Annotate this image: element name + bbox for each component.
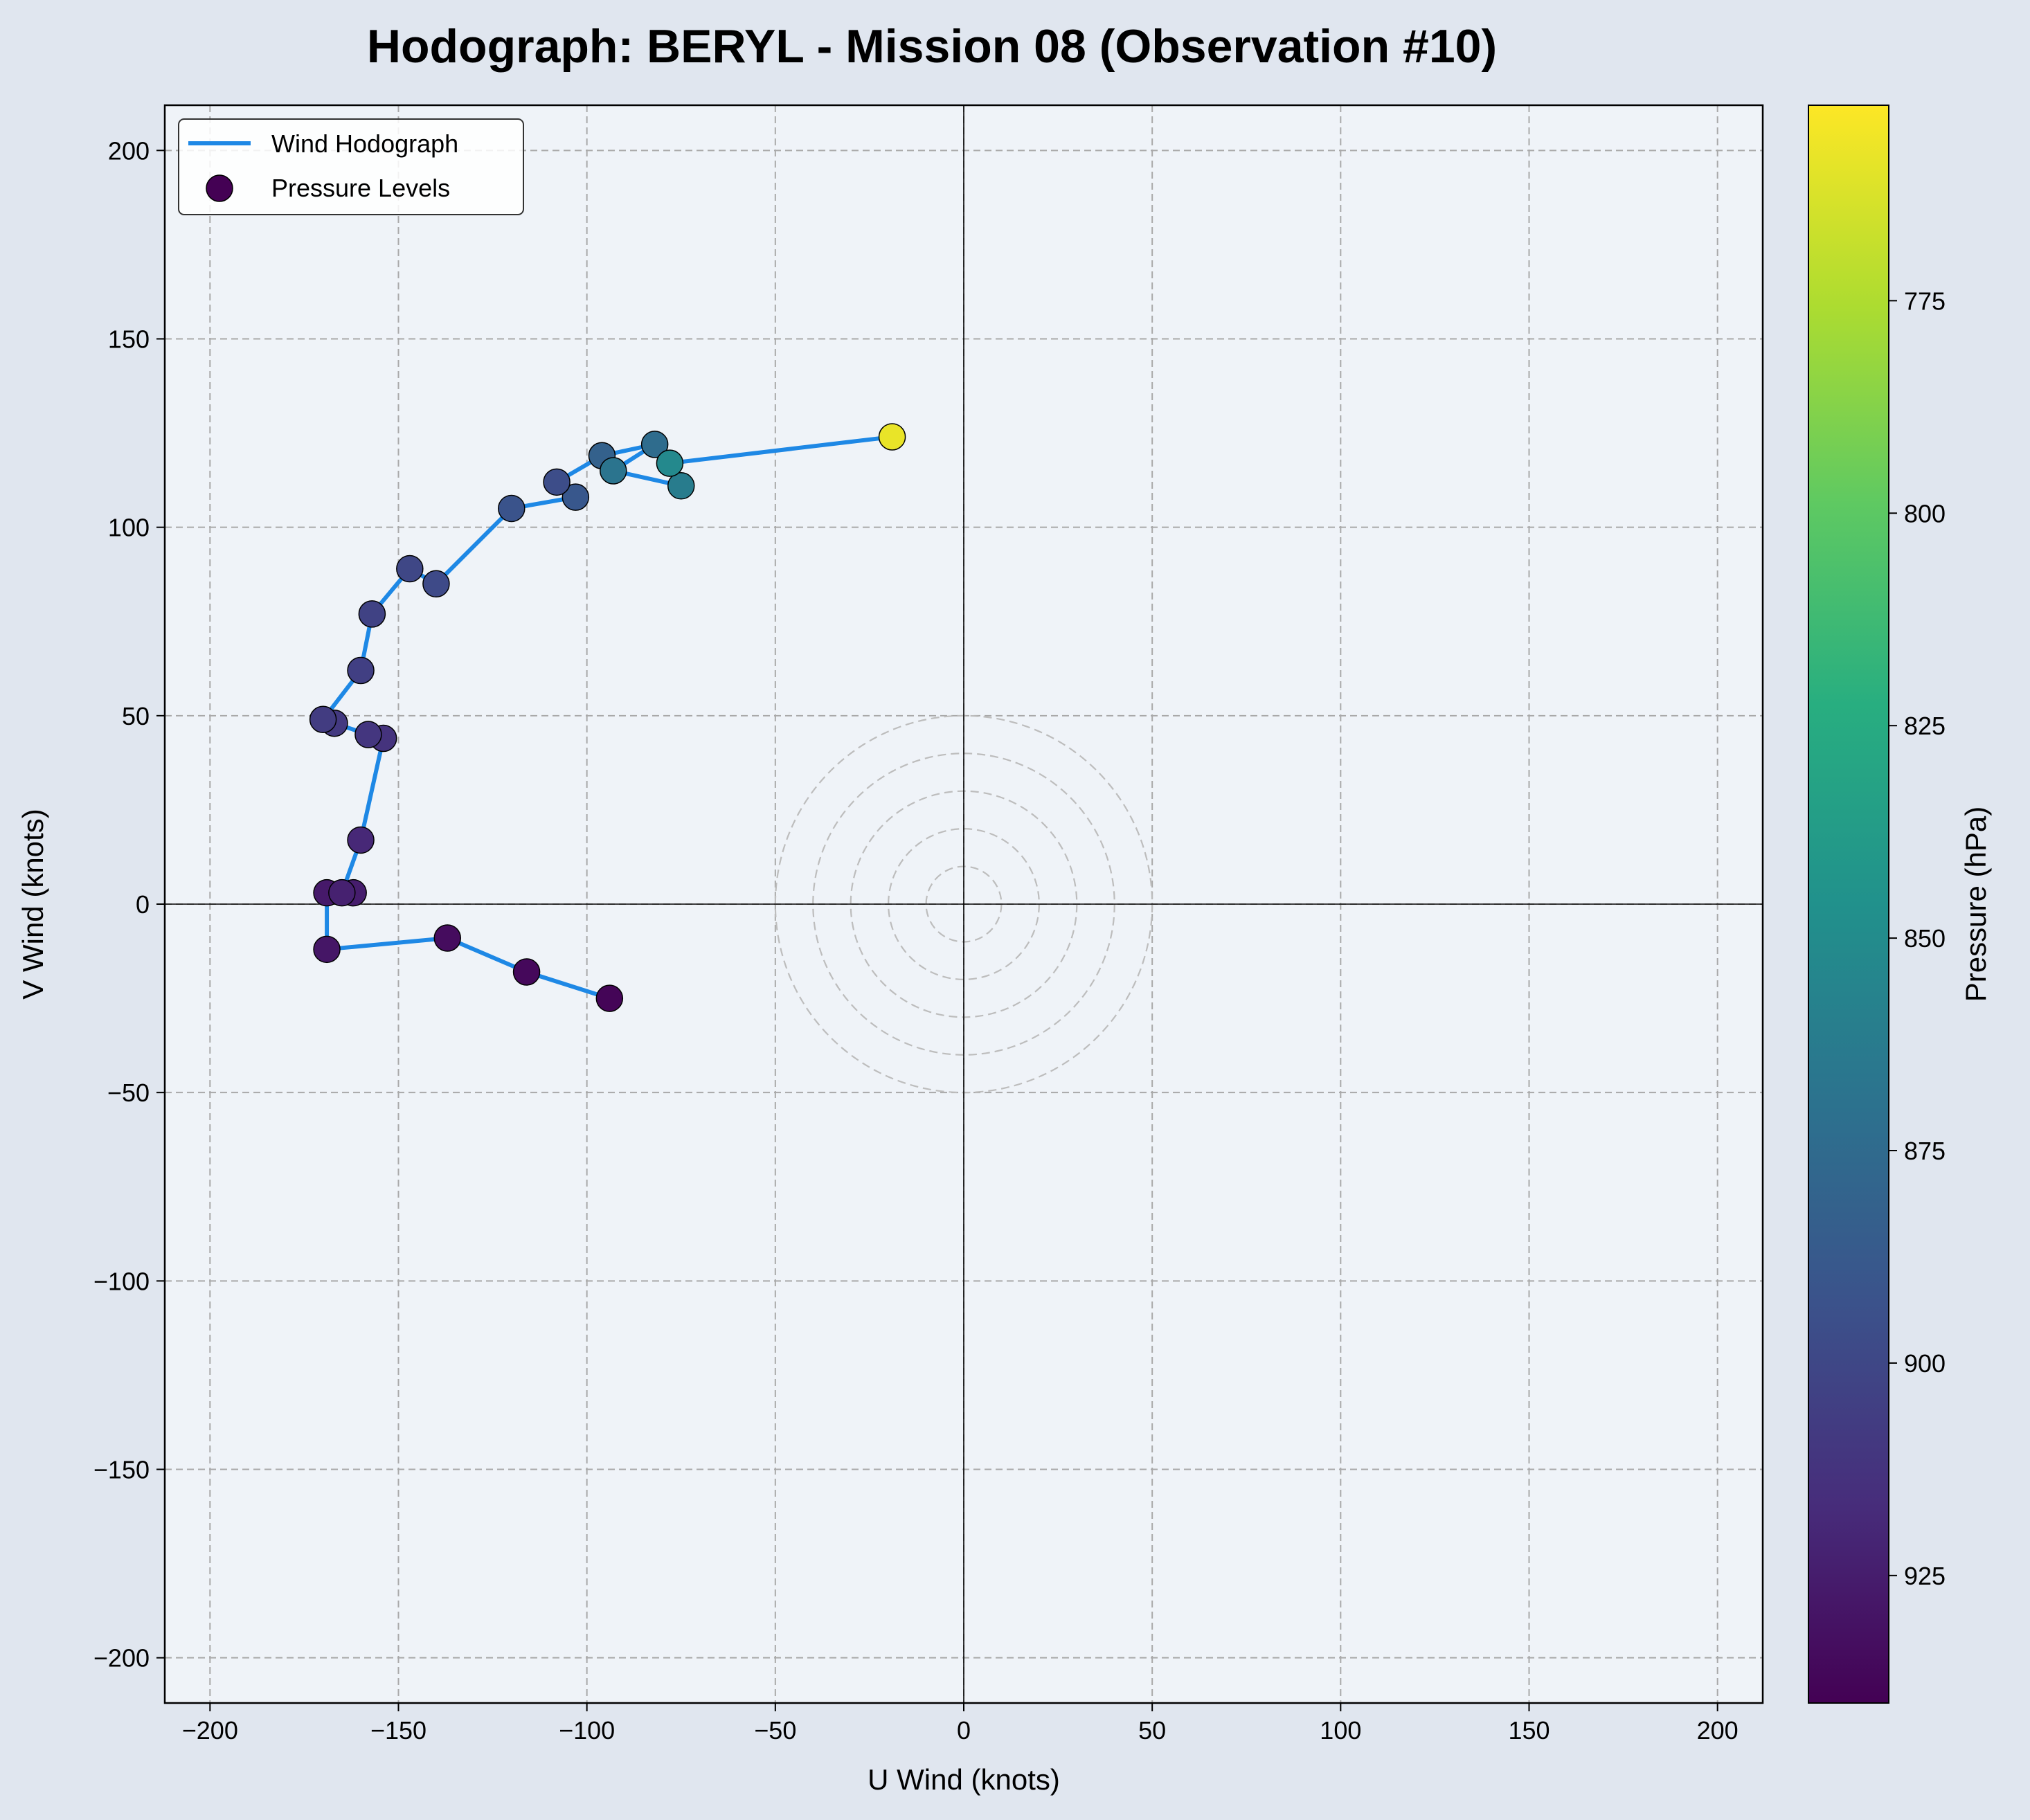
colorbar-tick-label: 775: [1904, 287, 1946, 315]
colorbar-tick-label: 875: [1904, 1137, 1946, 1165]
x-tick-label: −100: [559, 1716, 615, 1745]
x-tick-label: −50: [754, 1716, 796, 1745]
pressure-level-point: [347, 826, 375, 854]
colorbar-tick-label: 850: [1904, 924, 1946, 953]
colorbar-tick-label: 800: [1904, 499, 1946, 528]
chart-title: Hodograph: BERYL - Mission 08 (Observati…: [367, 20, 1497, 73]
x-axis-label: U Wind (knots): [868, 1763, 1060, 1796]
y-tick-label: −100: [93, 1267, 150, 1295]
colorbar-tick-label: 900: [1904, 1349, 1946, 1378]
x-tick-label: 200: [1697, 1716, 1739, 1745]
x-tick-label: 150: [1508, 1716, 1550, 1745]
pressure-level-point: [358, 600, 386, 628]
legend-label-hodograph: Wind Hodograph: [271, 129, 458, 158]
pressure-level-point: [595, 984, 624, 1012]
y-tick-label: −150: [93, 1456, 150, 1484]
pressure-level-point: [347, 656, 375, 685]
legend-marker-swatch: [206, 174, 233, 202]
pressure-level-point: [512, 958, 541, 986]
x-tick-label: −200: [182, 1716, 238, 1745]
y-tick-label: 0: [136, 890, 150, 919]
pressure-level-point: [354, 721, 382, 748]
y-axis-label: V Wind (knots): [17, 809, 49, 999]
colorbar-tick-label: 925: [1904, 1562, 1946, 1590]
pressure-level-point: [562, 483, 590, 511]
legend-label-pressure: Pressure Levels: [271, 174, 450, 202]
pressure-level-point: [328, 879, 356, 907]
pressure-level-point: [396, 555, 424, 583]
pressure-level-point: [433, 924, 462, 952]
x-tick-label: 50: [1138, 1716, 1166, 1745]
legend-box: [178, 118, 524, 215]
y-tick-label: 50: [122, 702, 150, 730]
pressure-level-point: [667, 472, 695, 500]
y-tick-label: 200: [108, 136, 150, 165]
pressure-level-point: [422, 570, 450, 598]
x-axis-ticks: −200 −150 −100 −50 0 50 100 150 200: [182, 1703, 1739, 1745]
colorbar: [1808, 105, 1889, 1704]
x-tick-label: 0: [957, 1716, 971, 1745]
colorbar-ticks: 775 800 825 850 875 900 925: [1889, 287, 1946, 1590]
zero-axes: [165, 105, 1763, 1703]
colorbar-label: Pressure (hPa): [1959, 807, 1992, 1002]
y-tick-label: 150: [108, 325, 150, 353]
pressure-level-point: [543, 468, 571, 496]
x-tick-label: −150: [370, 1716, 426, 1745]
y-tick-label: −200: [93, 1644, 150, 1673]
hodograph-series: [309, 423, 906, 1012]
pressure-level-point: [498, 494, 526, 523]
y-tick-label: −50: [107, 1079, 150, 1107]
pressure-level-point: [309, 705, 337, 734]
legend: Wind Hodograph Pressure Levels: [178, 118, 524, 215]
x-tick-label: 100: [1320, 1716, 1361, 1745]
pressure-level-point: [656, 449, 684, 477]
pressure-level-point: [640, 431, 669, 458]
y-tick-label: 100: [108, 514, 150, 542]
pressure-level-point: [600, 457, 627, 485]
y-axis-ticks: −200 −150 −100 −50 0 50 100 150 200: [93, 136, 165, 1673]
colorbar-tick-label: 825: [1904, 712, 1946, 740]
pressure-level-point: [878, 423, 906, 451]
pressure-level-point: [313, 935, 341, 964]
